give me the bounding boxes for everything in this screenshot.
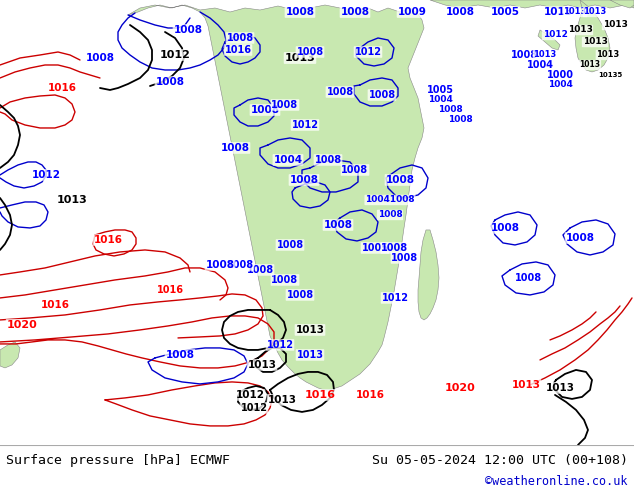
Text: 1008: 1008 xyxy=(446,7,474,17)
Text: 1016: 1016 xyxy=(157,285,183,295)
Text: 1020: 1020 xyxy=(444,383,476,393)
Text: 1008: 1008 xyxy=(378,211,403,220)
Text: 1013: 1013 xyxy=(543,7,573,17)
Text: 1005: 1005 xyxy=(491,7,519,17)
Text: 1013: 1013 xyxy=(268,395,297,405)
Text: 1008: 1008 xyxy=(221,143,250,153)
Text: 1012: 1012 xyxy=(240,403,268,413)
Text: 1008: 1008 xyxy=(385,175,415,185)
Text: 1013: 1013 xyxy=(285,53,315,63)
Text: 1008: 1008 xyxy=(448,116,472,124)
Text: 1008: 1008 xyxy=(165,350,195,360)
Text: 1008: 1008 xyxy=(566,233,595,243)
Text: 1008: 1008 xyxy=(86,53,115,63)
Text: 1008: 1008 xyxy=(323,220,353,230)
Text: 1008: 1008 xyxy=(340,7,370,17)
Text: 1008: 1008 xyxy=(226,260,254,270)
Text: 1008: 1008 xyxy=(271,100,299,110)
Text: 1016: 1016 xyxy=(41,300,70,310)
Text: 1012: 1012 xyxy=(354,47,382,57)
Text: 1008: 1008 xyxy=(314,155,342,165)
Text: 1013: 1013 xyxy=(295,325,325,335)
Text: 1008: 1008 xyxy=(391,253,418,263)
Text: 1013: 1013 xyxy=(583,38,607,47)
Text: 1008: 1008 xyxy=(226,33,254,43)
Text: 1012: 1012 xyxy=(292,120,318,130)
Text: 1008: 1008 xyxy=(205,260,235,270)
Text: 1004: 1004 xyxy=(548,80,573,90)
Polygon shape xyxy=(538,30,560,50)
Text: 1013: 1013 xyxy=(583,7,607,17)
Text: 1020: 1020 xyxy=(6,320,37,330)
Text: 1013: 1013 xyxy=(597,50,619,59)
Text: 1008: 1008 xyxy=(342,165,368,175)
Text: 10135: 10135 xyxy=(598,72,622,78)
Text: 1016: 1016 xyxy=(224,45,252,55)
Text: 1008: 1008 xyxy=(512,50,538,60)
Text: 1008: 1008 xyxy=(290,175,318,185)
Text: 1008: 1008 xyxy=(491,223,519,233)
Text: 1008: 1008 xyxy=(437,105,462,115)
Text: 1012: 1012 xyxy=(160,50,190,60)
Text: 1008: 1008 xyxy=(368,90,396,100)
Text: 1013: 1013 xyxy=(247,360,276,370)
Text: 1016: 1016 xyxy=(48,83,77,93)
Text: 1013: 1013 xyxy=(56,195,87,205)
Text: 1012: 1012 xyxy=(266,340,294,350)
Text: 1016: 1016 xyxy=(304,390,335,400)
Text: ©weatheronline.co.uk: ©weatheronline.co.uk xyxy=(485,475,628,489)
Polygon shape xyxy=(430,0,634,8)
Text: 1005: 1005 xyxy=(361,243,389,253)
Text: 1008: 1008 xyxy=(287,290,314,300)
Text: 1012: 1012 xyxy=(382,293,408,303)
Text: 1012: 1012 xyxy=(543,30,567,40)
Polygon shape xyxy=(610,0,634,8)
Text: 1008: 1008 xyxy=(155,77,184,87)
Text: 1013: 1013 xyxy=(297,350,323,360)
Polygon shape xyxy=(418,230,439,320)
Text: 1008: 1008 xyxy=(514,273,541,283)
Text: 1000: 1000 xyxy=(547,70,574,80)
Polygon shape xyxy=(575,0,610,72)
Text: 1013: 1013 xyxy=(512,380,541,390)
Text: 1013: 1013 xyxy=(533,50,557,59)
Text: 1008: 1008 xyxy=(271,275,299,285)
Text: 1013: 1013 xyxy=(567,25,592,34)
Polygon shape xyxy=(0,342,20,368)
Text: 1008: 1008 xyxy=(250,105,280,115)
Text: 1008: 1008 xyxy=(247,265,273,275)
Text: 1013: 1013 xyxy=(579,60,600,70)
Text: 1008: 1008 xyxy=(285,7,314,17)
Text: 1008: 1008 xyxy=(382,243,408,253)
Text: 1016: 1016 xyxy=(356,390,384,400)
Text: 1012: 1012 xyxy=(32,170,60,180)
Text: 1012: 1012 xyxy=(235,390,264,400)
Text: 1005: 1005 xyxy=(427,85,453,95)
Text: 1004: 1004 xyxy=(427,96,453,104)
Text: 10041008: 10041008 xyxy=(365,196,415,204)
Text: 1008: 1008 xyxy=(276,240,304,250)
Text: 1008: 1008 xyxy=(297,47,323,57)
Text: 1004: 1004 xyxy=(273,155,302,165)
Polygon shape xyxy=(128,5,424,390)
Text: 1013: 1013 xyxy=(545,383,574,393)
Text: 1004: 1004 xyxy=(526,60,553,70)
Text: Su 05-05-2024 12:00 UTC (00+108): Su 05-05-2024 12:00 UTC (00+108) xyxy=(372,454,628,467)
Text: 1013: 1013 xyxy=(602,21,628,29)
Text: 1009: 1009 xyxy=(398,7,427,17)
Text: 1008: 1008 xyxy=(174,25,202,35)
Text: 1016: 1016 xyxy=(93,235,122,245)
Text: 1008: 1008 xyxy=(327,87,354,97)
Text: Surface pressure [hPa] ECMWF: Surface pressure [hPa] ECMWF xyxy=(6,454,230,467)
Text: 1013: 1013 xyxy=(564,7,586,17)
